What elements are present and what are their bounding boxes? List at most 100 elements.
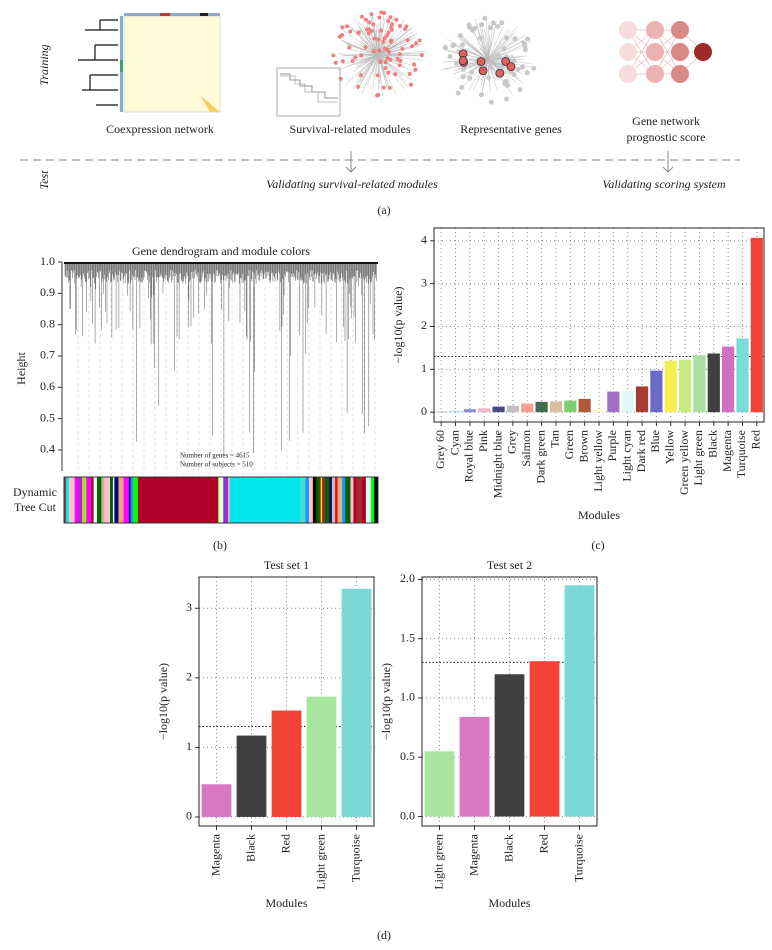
panel-label: (d) [377,928,391,942]
node [375,93,380,98]
module-color [356,477,363,523]
x-tick-label: Turquoise [348,834,362,882]
test-label: Test [37,170,51,190]
x-tick-label: Black [706,430,720,458]
module-color [265,477,301,523]
x-tick-label: Green [562,430,576,459]
color-bar-frame [63,476,379,524]
x-tick-label: Grey [505,430,519,454]
hub-node [478,66,488,76]
x-tick-label: Purple [605,430,619,461]
module-color [362,477,367,523]
y-tick-label: 2.0 [400,571,415,585]
node [400,46,405,51]
x-tick-label: Red [749,430,763,449]
validation-label: Validating scoring system [602,177,726,191]
x-tick-label: Pink [476,430,490,452]
node [503,35,509,41]
node [377,15,382,20]
module-color [128,477,131,523]
dendrogram-branches [64,264,377,455]
x-axis-label: Modules [578,508,620,522]
panel-label: (c) [591,538,604,552]
module-color [335,477,338,523]
node [367,20,372,25]
bar [607,391,620,413]
module-color [198,477,219,523]
module-color [123,477,130,523]
node [393,72,398,77]
module-color [112,477,115,523]
bar [750,237,763,413]
node [495,24,501,30]
y-axis-label: −log10(p value) [156,663,170,740]
bar [664,360,677,413]
bar [564,585,595,817]
bar [463,409,476,413]
node [398,58,403,63]
x-tick-label: Cyan [447,430,461,455]
node [467,75,473,81]
module-color [230,477,266,523]
x-tick-label: Royal blue [462,430,476,482]
node [525,36,531,42]
node [383,59,388,64]
bar [650,370,663,413]
training-label: Training [37,44,51,85]
bar [494,674,525,817]
node [455,90,461,96]
bar [506,405,520,413]
step-label: Representative genes [460,122,562,136]
node [389,22,394,27]
node [460,74,466,80]
annotation: Number of subjects = 510 [180,461,253,469]
x-tick-label: Black [501,834,515,862]
bar [306,696,337,817]
node [363,45,368,50]
node [338,76,343,81]
x-tick-label: Tan [548,430,562,448]
module-color [91,477,94,523]
node [499,20,505,26]
node [490,55,496,61]
x-tick-label: Brown [576,430,590,463]
node [371,22,376,27]
node [347,45,352,50]
module-color [104,477,111,523]
x-tick-label: Light green [431,834,445,890]
module-color [130,477,134,523]
bar [621,390,634,413]
node [353,55,358,60]
step-label: Gene network [632,114,700,128]
x-tick-label: Light yellow [591,430,605,492]
y-axis-label: −log10(p value) [391,286,405,363]
plot-frame [198,576,375,827]
module-color [353,477,357,523]
node [517,87,523,93]
hub-node [501,57,511,66]
hub-node [506,62,516,72]
bar [449,410,462,413]
module-color [337,477,343,523]
module-color [68,477,75,523]
module-color [319,477,321,523]
node [407,71,412,76]
module-color [74,477,79,523]
bar [707,353,720,413]
node [382,46,387,51]
x-tick-label: Grey 60 [433,430,447,469]
node [388,39,393,44]
node [512,36,518,42]
y-tick-label: 2 [421,318,427,332]
y-axis-label: Height [14,352,28,385]
annotation: Number of genes = 4615 [180,452,250,460]
module-color [329,477,333,523]
node [345,24,350,29]
node [356,30,361,35]
x-tick-label: Light green [313,834,327,890]
node [386,30,391,35]
node [369,29,374,34]
node [503,79,509,85]
x-tick-label: Midnight blue [490,430,504,498]
node [382,36,387,41]
